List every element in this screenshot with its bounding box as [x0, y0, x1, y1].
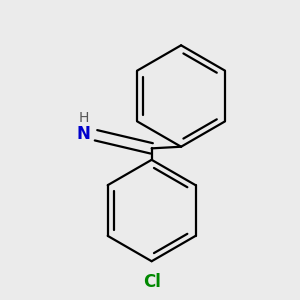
Text: H: H [78, 111, 89, 125]
Text: Cl: Cl [143, 273, 160, 291]
Text: N: N [76, 124, 91, 142]
